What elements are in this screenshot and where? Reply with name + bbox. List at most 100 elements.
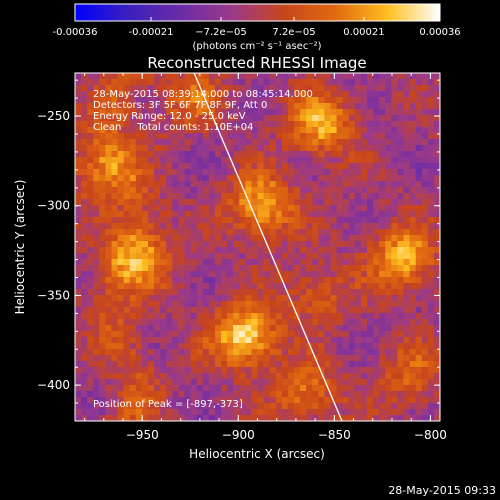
heatmap-cell xyxy=(330,103,337,110)
heatmap-cell xyxy=(196,361,204,368)
heatmap-cell xyxy=(348,283,356,290)
heatmap-cell xyxy=(87,211,94,218)
heatmap-cell xyxy=(312,223,319,230)
heatmap-cell xyxy=(324,217,331,224)
heatmap-cell xyxy=(178,337,185,344)
heatmap-cell xyxy=(257,367,264,374)
heatmap-cell xyxy=(172,265,179,272)
heatmap-cell xyxy=(421,169,429,176)
heatmap-cell xyxy=(245,265,252,272)
heatmap-cell xyxy=(117,127,125,134)
heatmap-cell xyxy=(81,337,88,344)
heatmap-cell xyxy=(324,409,331,416)
heatmap-cell xyxy=(245,109,252,116)
heatmap-cell xyxy=(269,235,277,242)
heatmap-cell xyxy=(257,193,264,200)
heatmap-cell xyxy=(87,403,94,410)
heatmap-cell xyxy=(373,253,380,260)
heatmap-cell xyxy=(196,193,204,200)
heatmap-cell xyxy=(75,349,82,356)
heatmap-cell xyxy=(245,391,252,398)
heatmap-cell xyxy=(379,217,386,224)
heatmap-cell xyxy=(135,169,143,176)
heatmap-cell xyxy=(75,79,82,86)
heatmap-cell xyxy=(300,397,307,404)
heatmap-cell xyxy=(281,199,289,206)
heatmap-cell xyxy=(75,403,82,410)
heatmap-cell xyxy=(257,229,264,236)
heatmap-cell xyxy=(190,277,198,284)
heatmap-cell xyxy=(269,109,277,116)
heatmap-cell xyxy=(172,391,179,398)
heatmap-cell xyxy=(348,379,356,386)
heatmap-cell xyxy=(221,325,228,332)
heatmap-cell xyxy=(105,403,112,410)
heatmap-cell xyxy=(184,79,191,86)
heatmap-cell xyxy=(227,253,234,260)
heatmap-cell xyxy=(348,205,356,212)
heatmap-cell xyxy=(184,265,191,272)
heatmap-cell xyxy=(269,157,277,164)
heatmap-cell xyxy=(330,301,337,308)
heatmap-cell xyxy=(208,151,216,158)
heatmap-cell xyxy=(221,295,228,302)
heatmap-cell xyxy=(99,133,106,140)
heatmap-cell xyxy=(123,355,131,362)
heatmap-cell xyxy=(75,85,82,92)
heatmap-cell xyxy=(166,379,173,386)
heatmap-cell xyxy=(135,349,143,356)
heatmap-cell xyxy=(287,187,295,194)
heatmap-cell xyxy=(348,373,356,380)
heatmap-cell xyxy=(93,193,100,200)
heatmap-cell xyxy=(342,259,350,266)
heatmap-cell xyxy=(184,379,191,386)
heatmap-cell xyxy=(403,349,410,356)
heatmap-cell xyxy=(342,325,350,332)
heatmap-cell xyxy=(251,151,258,158)
heatmap-cell xyxy=(306,109,313,116)
heatmap-cell xyxy=(379,373,386,380)
heatmap-cell xyxy=(269,343,277,350)
heatmap-cell xyxy=(391,205,398,212)
heatmap-cell xyxy=(336,169,344,176)
heatmap-cell xyxy=(336,337,344,344)
heatmap-cell xyxy=(257,325,264,332)
heatmap-cell xyxy=(202,331,210,338)
heatmap-cell xyxy=(391,235,398,242)
heatmap-cell xyxy=(208,313,216,320)
heatmap-cell xyxy=(324,355,331,362)
heatmap-cell xyxy=(221,391,228,398)
heatmap-cell xyxy=(263,97,271,104)
heatmap-cell xyxy=(239,307,246,314)
heatmap-cell xyxy=(300,265,307,272)
heatmap-cell xyxy=(184,403,191,410)
heatmap-cell xyxy=(391,289,398,296)
heatmap-cell xyxy=(360,271,368,278)
heatmap-cell xyxy=(312,343,319,350)
heatmap-cell xyxy=(281,379,289,386)
heatmap-cell xyxy=(409,85,417,92)
heatmap-cell xyxy=(214,145,222,152)
heatmap-cell xyxy=(379,367,386,374)
heatmap-cell xyxy=(160,397,167,404)
heatmap-cell xyxy=(330,115,337,122)
heatmap-cell xyxy=(81,91,88,98)
heatmap-cell xyxy=(135,409,143,416)
heatmap-cell xyxy=(148,355,155,362)
heatmap-cell xyxy=(251,325,258,332)
heatmap-cell xyxy=(245,127,252,134)
heatmap-cell xyxy=(117,187,125,194)
heatmap-cell xyxy=(172,145,179,152)
heatmap-cell xyxy=(135,163,143,170)
heatmap-cell xyxy=(415,265,423,272)
heatmap-cell xyxy=(239,277,246,284)
heatmap-cell xyxy=(318,97,325,104)
heatmap-cell xyxy=(427,385,435,392)
heatmap-cell xyxy=(148,133,155,140)
heatmap-cell xyxy=(154,415,161,421)
heatmap-cell xyxy=(239,169,246,176)
heatmap-cell xyxy=(257,205,264,212)
heatmap-cell xyxy=(184,121,191,128)
heatmap-cell xyxy=(233,181,240,188)
heatmap-cell xyxy=(330,385,337,392)
